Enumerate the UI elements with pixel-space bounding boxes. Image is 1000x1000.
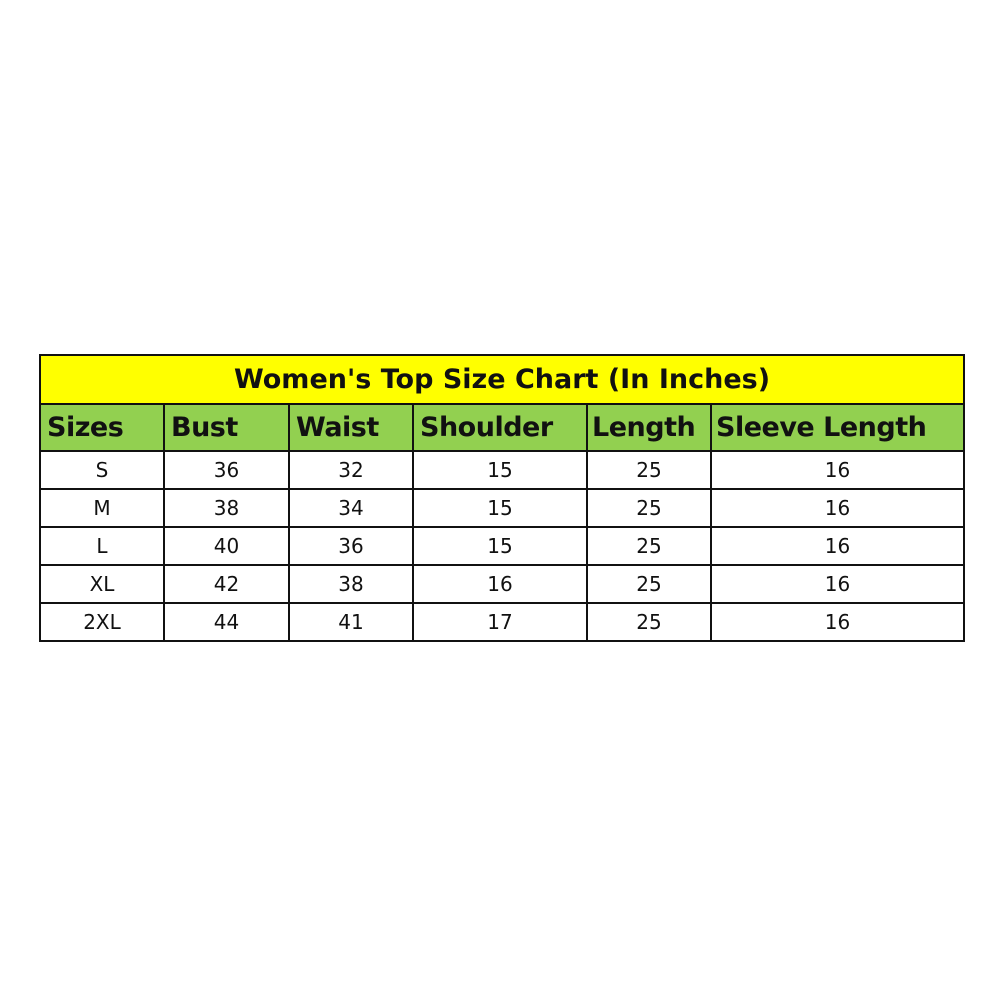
cell-shoulder: 17 <box>412 602 588 642</box>
cell-length: 25 <box>586 602 712 642</box>
size-chart-table: Women's Top Size Chart (In Inches) Sizes… <box>39 354 965 642</box>
cell-length: 25 <box>586 450 712 490</box>
header-sizes: Sizes <box>39 403 165 452</box>
cell-length: 25 <box>586 526 712 566</box>
cell-waist: 34 <box>288 488 414 528</box>
cell-sizes: M <box>39 488 165 528</box>
cell-waist: 36 <box>288 526 414 566</box>
header-bust: Bust <box>163 403 290 452</box>
cell-bust: 40 <box>163 526 290 566</box>
cell-sleeve-length: 16 <box>710 602 965 642</box>
cell-bust: 36 <box>163 450 290 490</box>
cell-waist: 41 <box>288 602 414 642</box>
cell-shoulder: 16 <box>412 564 588 604</box>
cell-sizes: XL <box>39 564 165 604</box>
cell-length: 25 <box>586 488 712 528</box>
table-row: XL 42 38 16 25 16 <box>39 564 965 604</box>
cell-waist: 32 <box>288 450 414 490</box>
cell-sizes: 2XL <box>39 602 165 642</box>
table-row: L 40 36 15 25 16 <box>39 526 965 566</box>
cell-shoulder: 15 <box>412 488 588 528</box>
cell-sizes: S <box>39 450 165 490</box>
cell-bust: 42 <box>163 564 290 604</box>
header-length: Length <box>586 403 712 452</box>
cell-sleeve-length: 16 <box>710 526 965 566</box>
table-row: S 36 32 15 25 16 <box>39 450 965 490</box>
table-row: M 38 34 15 25 16 <box>39 488 965 528</box>
cell-shoulder: 15 <box>412 526 588 566</box>
header-waist: Waist <box>288 403 414 452</box>
table-title: Women's Top Size Chart (In Inches) <box>39 354 965 405</box>
cell-sleeve-length: 16 <box>710 488 965 528</box>
table-row: 2XL 44 41 17 25 16 <box>39 602 965 642</box>
cell-bust: 38 <box>163 488 290 528</box>
header-row: Sizes Bust Waist Shoulder Length Sleeve … <box>39 403 965 452</box>
header-shoulder: Shoulder <box>412 403 588 452</box>
cell-sleeve-length: 16 <box>710 450 965 490</box>
cell-length: 25 <box>586 564 712 604</box>
cell-sleeve-length: 16 <box>710 564 965 604</box>
cell-bust: 44 <box>163 602 290 642</box>
cell-shoulder: 15 <box>412 450 588 490</box>
cell-waist: 38 <box>288 564 414 604</box>
cell-sizes: L <box>39 526 165 566</box>
header-sleeve-length: Sleeve Length <box>710 403 965 452</box>
